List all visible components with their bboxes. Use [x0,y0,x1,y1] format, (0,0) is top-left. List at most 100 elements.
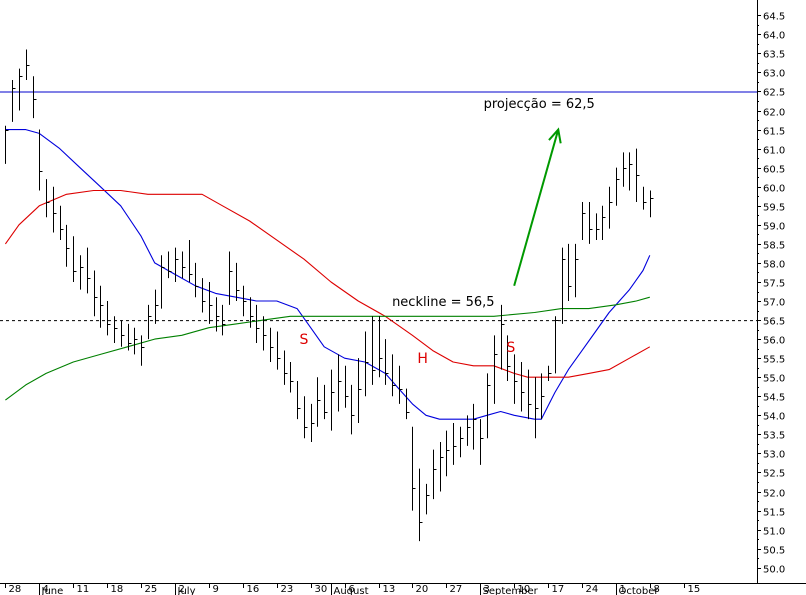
pattern-label-head: H [417,351,428,367]
price-bar [155,289,159,324]
x-tick-label: 17 [552,584,565,595]
price-bar [596,213,600,241]
price-bar [623,152,627,187]
price-bar [121,320,125,347]
price-bar [175,247,179,282]
price-bar [467,415,471,446]
price-bar [243,285,247,317]
price-bar [209,281,213,324]
price-bar [39,129,43,191]
price-bar [297,381,301,420]
blue-moving-average [5,129,651,420]
price-bar [562,247,566,324]
price-bar [317,377,321,427]
annotations: projecção = 62,5 neckline = 56,5 S H S [299,97,594,367]
price-bar [480,419,484,465]
price-bar [256,304,260,343]
price-bar [107,301,111,336]
price-bar [33,76,37,119]
price-bar [643,186,647,210]
price-bar [453,422,457,465]
y-tick-label: 63.0 [763,69,785,80]
price-bar [358,358,362,423]
x-tick-label: 25 [145,584,158,595]
green-moving-average [5,296,650,401]
price-bars [5,49,654,542]
y-tick-label: 63.5 [763,50,785,61]
price-bar [629,152,633,191]
price-bar [5,125,9,164]
price-bar [290,361,294,393]
y-tick-label: 60.5 [763,165,785,176]
month-label: September [483,586,539,595]
price-bar [568,243,572,302]
x-tick-label: 11 [77,584,90,595]
y-tick-label: 58.0 [763,260,785,271]
price-bar [66,224,70,267]
y-tick-label: 57.0 [763,298,785,309]
x-tick-label: 24 [586,584,599,595]
price-bar [406,388,410,420]
y-tick-label: 56.0 [763,336,785,347]
x-tick-label: 3 [484,584,490,595]
price-bar [128,323,132,351]
price-bar [609,186,613,229]
projection-arrow [513,127,562,287]
y-tick-label: 54.5 [763,393,785,404]
x-tick-label: 16 [247,584,260,595]
month-label: July [177,586,196,595]
x-tick-label: 2 [179,584,185,595]
price-bar [412,426,416,511]
projection-label: projecção = 62,5 [484,97,595,112]
price-bar [419,468,423,542]
y-tick-label: 61.5 [763,127,785,138]
x-tick-label: 13 [383,584,396,595]
ma-lines [4,129,651,420]
price-bar [473,403,477,450]
price-bar [80,255,84,290]
x-tick-label: 23 [281,584,294,595]
price-bar [195,262,199,298]
price-bar [338,354,342,412]
price-bar [507,335,511,382]
y-tick-label: 59.5 [763,203,785,214]
price-bar [379,316,383,378]
price-bar [487,373,491,439]
price-bar [189,240,193,282]
price-bar [229,251,233,305]
price-bar [277,331,281,370]
y-tick-label: 53.0 [763,450,785,461]
price-bar [440,442,444,492]
price-bar [351,384,355,435]
price-bar [494,335,498,404]
y-tick-label: 50.5 [763,546,785,557]
y-tick-label: 55.0 [763,374,785,385]
y-tick-label: 56.5 [763,317,785,328]
y-tick-label: 54.0 [763,412,785,423]
price-bar [501,304,505,370]
price-bar [582,201,586,241]
price-bar [311,403,315,443]
price-bar [270,327,274,362]
arrow-head [548,127,562,144]
month-label: June [41,586,64,595]
price-bar [365,331,369,397]
x-tick-label: 28 [9,584,22,595]
price-bar [460,426,464,458]
x-tick-label: 4 [43,584,49,595]
price-bar [392,354,396,397]
price-bar [345,365,349,408]
y-tick-label: 52.0 [763,489,785,500]
y-tick-label: 62.5 [763,88,785,99]
y-tick-label: 50.0 [763,565,785,576]
y-axis: 64.5 64.0 63.5 63.0 62.5 62.0 61.5 61.0 60.5 60.0… [757,12,785,576]
price-bar [250,297,254,328]
y-tick-label: 52.5 [763,469,785,480]
price-bar [161,255,165,309]
price-bar [575,243,579,298]
price-bar [331,369,335,431]
price-bar [94,270,98,317]
y-tick-label: 51.0 [763,527,785,538]
price-bar [19,68,23,111]
price-bar [385,339,389,385]
